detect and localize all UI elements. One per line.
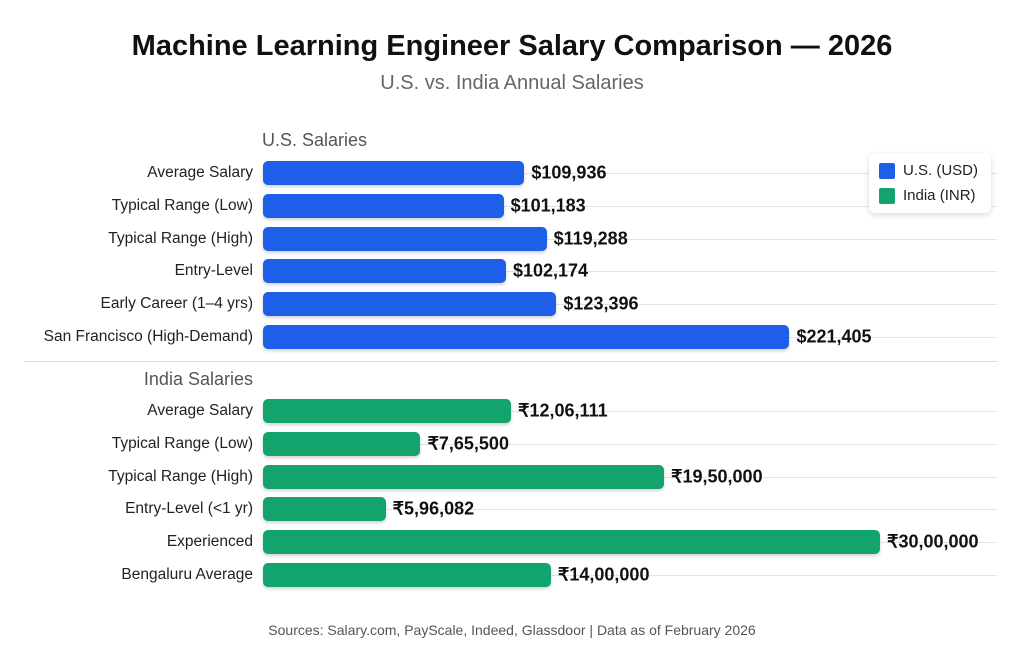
bar bbox=[263, 325, 790, 349]
bar bbox=[263, 563, 551, 587]
bar bbox=[263, 161, 525, 185]
data-label: ₹12,06,111 bbox=[518, 400, 608, 421]
bar bbox=[263, 497, 386, 522]
gridline bbox=[263, 173, 997, 174]
bar bbox=[263, 259, 506, 284]
bar bbox=[263, 431, 421, 456]
data-label: $119,288 bbox=[553, 228, 628, 249]
bar bbox=[263, 530, 880, 555]
legend-item-us: U.S. (USD) bbox=[879, 162, 978, 179]
category-label: Typical Range (Low) bbox=[111, 434, 253, 452]
category-label: Bengaluru Average bbox=[121, 566, 253, 583]
category-label: Experienced bbox=[166, 533, 253, 551]
bar bbox=[263, 193, 504, 218]
legend: U.S. (USD) India (INR) bbox=[869, 153, 991, 213]
source-note: Sources: Salary.com, PayScale, Indeed, G… bbox=[268, 622, 756, 638]
category-label: Entry-Level (<1 yr) bbox=[125, 500, 253, 518]
bar bbox=[263, 464, 665, 489]
gridline bbox=[263, 271, 997, 273]
gridline bbox=[263, 205, 997, 207]
category-label: Average Salary bbox=[147, 164, 253, 181]
section-title-us: U.S. Salaries bbox=[262, 130, 368, 150]
chart-title: Machine Learning Engineer Salary Compari… bbox=[131, 30, 893, 62]
bar bbox=[263, 399, 512, 423]
category-label: Early Career (1–4 yrs) bbox=[100, 295, 253, 313]
gridline bbox=[263, 304, 997, 306]
data-label: $101,183 bbox=[510, 195, 586, 216]
data-label: $109,936 bbox=[531, 162, 607, 183]
legend-item-india: India (INR) bbox=[879, 187, 976, 204]
data-label: ₹19,50,000 bbox=[671, 466, 763, 487]
bar bbox=[263, 292, 557, 317]
data-label: $221,405 bbox=[796, 326, 872, 347]
legend-label: India (INR) bbox=[903, 187, 976, 204]
data-label: ₹5,96,082 bbox=[392, 498, 475, 519]
chart-subtitle: U.S. vs. India Annual Salaries bbox=[380, 72, 644, 94]
data-label: ₹30,00,000 bbox=[887, 531, 979, 552]
section-title-india: India Salaries bbox=[143, 369, 253, 389]
legend-label: U.S. (USD) bbox=[903, 162, 978, 179]
section-divider bbox=[24, 361, 997, 362]
legend-swatch-us bbox=[879, 162, 895, 179]
bar bbox=[263, 226, 547, 251]
legend-swatch-india bbox=[879, 187, 895, 204]
data-label: $123,396 bbox=[563, 293, 639, 314]
data-label: $102,174 bbox=[512, 260, 589, 281]
gridline bbox=[263, 238, 997, 240]
gridline bbox=[263, 575, 997, 576]
category-label: Entry-Level bbox=[174, 262, 253, 280]
category-label: San Francisco (High-Demand) bbox=[43, 328, 253, 345]
category-label: Typical Range (High) bbox=[108, 229, 253, 247]
gridline bbox=[263, 443, 997, 445]
gridline bbox=[263, 509, 997, 511]
data-label: ₹14,00,000 bbox=[557, 564, 650, 585]
gridline bbox=[263, 411, 997, 412]
category-label: Average Salary bbox=[147, 402, 253, 419]
category-label: Typical Range (Low) bbox=[111, 196, 253, 214]
data-label: ₹7,65,500 bbox=[427, 433, 509, 454]
category-label: Typical Range (High) bbox=[108, 467, 253, 485]
